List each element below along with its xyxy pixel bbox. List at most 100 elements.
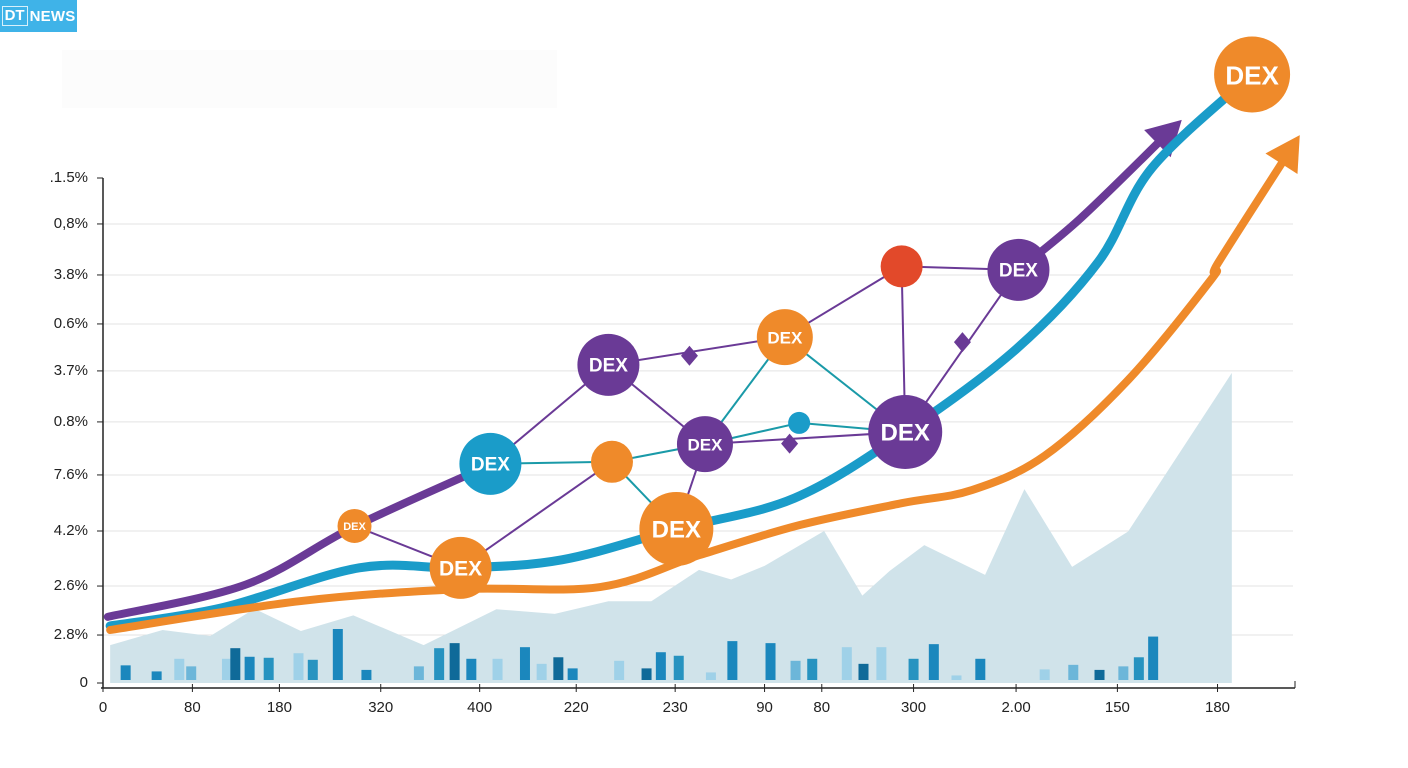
dex-node: DEX (756, 309, 813, 366)
x-tick-label: 230 (663, 699, 688, 716)
network-dot (880, 245, 923, 288)
node-circle (459, 432, 522, 495)
bar (1039, 669, 1050, 680)
x-tick-label: 80 (813, 699, 830, 716)
bar (361, 669, 372, 680)
bar (951, 675, 962, 680)
dex-node: DEX (868, 395, 943, 470)
bar (174, 658, 185, 680)
brand-logo: DT NEWS (0, 0, 77, 32)
node-label: DEX (999, 260, 1038, 281)
node-circle (756, 309, 813, 366)
bar (332, 628, 343, 680)
x-tick-label: 180 (267, 699, 292, 716)
x-tick-label: 320 (368, 699, 393, 716)
node-circle (1214, 36, 1291, 113)
x-tick-label: 2.00 (1001, 699, 1030, 716)
y-tick-label: 3.8% (54, 266, 88, 283)
brand-logo-text: NEWS (29, 7, 76, 25)
bar (858, 663, 869, 680)
bar (1094, 669, 1105, 680)
dex-node: DEX (577, 333, 640, 396)
purple-trend-line-upper (1016, 133, 1168, 272)
bar (413, 666, 424, 680)
y-tick-label: 7.6% (54, 466, 88, 483)
dex-node: DEX (987, 238, 1050, 301)
bar (567, 668, 578, 680)
area-layer (110, 372, 1232, 683)
node-circle (880, 245, 923, 288)
x-tick-label: 400 (467, 699, 492, 716)
y-tick-label: 0.8% (54, 413, 88, 430)
purple-trend-line (103, 460, 495, 621)
node-circle (868, 395, 943, 470)
node-label: DEX (1225, 60, 1279, 90)
bar (244, 656, 255, 680)
bar (434, 648, 445, 680)
axes: 0 2.8% 2.6% 4.2% 7.6% 0.8% 3.7% 0.6% 3.8% 0,8% .1.… (50, 169, 1296, 716)
bar (307, 659, 318, 680)
bar (876, 647, 887, 680)
bar (221, 658, 232, 680)
node-circle (337, 508, 372, 543)
x-tick-label: 0 (99, 699, 107, 716)
x-tick-label: 150 (1105, 699, 1130, 716)
bar (641, 668, 652, 680)
orange-arrow-head-icon (1265, 135, 1300, 174)
node-label: DEX (652, 516, 701, 543)
bar (841, 647, 852, 680)
dex-node: DEX (337, 508, 372, 543)
trend-lines (103, 69, 1300, 634)
network-nodes: DEX DEX DEX DEX DEX DEX DEX DEX DEX DEX (337, 36, 1291, 599)
diamond-marker-icon (781, 433, 799, 454)
y-tick-label: 2.6% (54, 577, 88, 594)
bar (449, 643, 460, 680)
area-series (110, 372, 1232, 683)
bar (928, 644, 939, 680)
brand-logo-mark: DT (1, 6, 28, 26)
y-tick-label: 3.7% (54, 362, 88, 379)
node-circle (429, 536, 492, 599)
bar (655, 652, 666, 680)
node-label: DEX (767, 329, 803, 348)
blue-trend-line (105, 69, 1257, 631)
node-circle (590, 440, 633, 483)
bar (151, 671, 162, 680)
network-dot (590, 440, 633, 483)
bar-layer (120, 628, 1159, 680)
y-tick-label: 0,8% (54, 215, 88, 232)
y-tick-label: 2.8% (54, 626, 88, 643)
bar (614, 660, 625, 680)
x-tick-label: 90 (756, 699, 773, 716)
dex-node: DEX (1214, 36, 1291, 113)
bar (536, 663, 547, 680)
bar (1133, 657, 1144, 680)
diamond-marker-icon (680, 345, 698, 366)
bar (186, 666, 197, 680)
diamond-marker-icon (953, 332, 971, 353)
dex-node: DEX (459, 432, 522, 495)
x-tick-label: 80 (184, 699, 201, 716)
y-tick-label: 0.6% (54, 315, 88, 332)
bar (705, 672, 716, 680)
bar (727, 641, 738, 680)
bar (908, 658, 919, 680)
y-tick-label: 4.2% (54, 522, 88, 539)
dex-node: DEX (429, 536, 492, 599)
node-label: DEX (687, 436, 723, 455)
bar (466, 658, 477, 680)
bar (1118, 666, 1129, 680)
bar (1068, 664, 1079, 680)
node-circle (639, 491, 714, 566)
x-tick-label: 180 (1205, 699, 1230, 716)
dex-node: DEX (676, 416, 733, 473)
orange-trend-line (106, 154, 1289, 634)
bar (975, 658, 986, 680)
node-label: DEX (589, 355, 628, 376)
bar (1148, 636, 1159, 680)
y-tick-label: .1.5% (50, 169, 88, 186)
network-dot (788, 411, 811, 434)
bar (120, 665, 131, 680)
dex-node: DEX (639, 491, 714, 566)
node-circle (987, 238, 1050, 301)
